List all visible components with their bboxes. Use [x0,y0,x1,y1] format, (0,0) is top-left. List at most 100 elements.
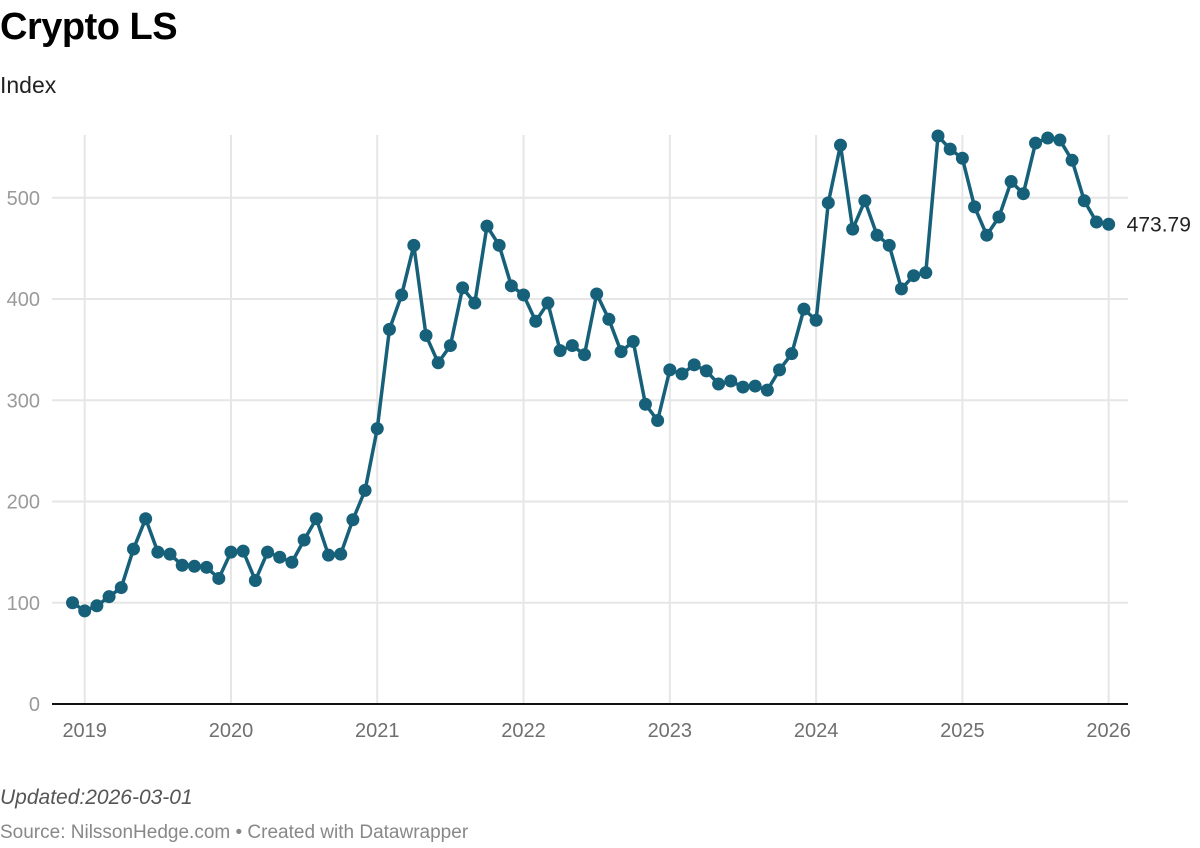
data-point [480,219,494,233]
data-point [955,151,969,165]
data-point [187,559,201,573]
data-point [224,545,238,559]
data-point [968,200,982,214]
data-point [443,339,457,353]
data-point [175,558,189,572]
source-note: Source: NilssonHedge.com • Created with … [0,822,469,843]
data-point [773,363,787,377]
data-point [456,281,470,295]
data-point [236,544,250,558]
data-point [675,367,689,381]
data-point [992,210,1006,224]
data-point [261,545,275,559]
data-point [431,356,445,370]
data-point [699,364,713,378]
data-point [273,550,287,564]
data-point [468,296,482,310]
y-tick-label: 500 [7,188,40,210]
data-point [821,196,835,210]
data-point [590,287,604,301]
data-point [163,547,177,561]
data-point [151,545,165,559]
data-point [334,547,348,561]
data-point [114,581,128,595]
data-point [248,573,262,587]
data-point [78,604,92,618]
data-point [724,374,738,388]
gridlines [52,135,1128,704]
data-point [1077,194,1091,208]
data-point [1065,153,1079,167]
data-point [797,302,811,316]
data-point [553,344,567,358]
data-point [663,363,677,377]
data-point [894,282,908,296]
data-point [358,483,372,497]
chart-subtitle: Index [0,72,57,98]
x-tick-label: 2020 [209,720,254,742]
data-point [517,288,531,302]
data-point [212,571,226,585]
data-point [492,238,506,252]
data-point [370,422,384,436]
data-point [102,590,116,604]
data-point [833,138,847,152]
data-point [346,513,360,527]
data-point [285,555,299,569]
data-point [748,379,762,393]
data-point [419,328,433,342]
data-point [126,542,140,556]
data-point [931,129,945,143]
data-point [1016,187,1030,201]
data-point [736,380,750,394]
data-point [382,322,396,336]
data-point [846,222,860,236]
data-point [297,533,311,547]
x-tick-label: 2019 [62,720,107,742]
x-tick-label: 2023 [648,720,693,742]
data-point [809,313,823,327]
data-point [1102,217,1116,231]
data-point [1041,131,1055,145]
x-axis-ticks: 2019 2020 2021 2022 2023 2024 2025 2026 [62,720,1130,742]
data-point [870,228,884,242]
y-tick-label: 400 [7,289,40,311]
data-point [626,335,640,349]
x-tick-label: 2021 [355,720,400,742]
series-line [71,134,1109,613]
data-point [980,228,994,242]
data-point [1004,175,1018,189]
x-tick-label: 2022 [501,720,546,742]
y-tick-label: 100 [7,593,40,615]
data-point [907,269,921,283]
data-point [712,377,726,391]
data-point [882,238,896,252]
x-tick-label: 2024 [794,720,839,742]
y-tick-label: 0 [29,694,40,716]
data-point [651,414,665,427]
data-point [638,397,652,411]
data-point [919,266,933,280]
end-value-label: 473.79 [1127,213,1191,236]
chart-title: Crypto LS [0,6,178,48]
data-point [1089,215,1103,229]
data-point [943,142,957,156]
data-point [1053,133,1067,147]
data-point [322,548,335,562]
data-point [504,279,518,293]
x-tick-label: 2026 [1086,720,1131,742]
data-point [529,314,543,328]
data-point-markers [66,129,1116,618]
data-point [785,347,799,361]
data-point [614,345,628,359]
data-point [90,599,104,613]
data-point [395,288,409,302]
data-point [1029,136,1043,150]
data-point [565,339,579,353]
x-tick-label: 2025 [940,720,985,742]
updated-note: Updated:2026-03-01 [0,786,193,809]
y-tick-label: 200 [7,492,40,514]
data-point [858,194,872,208]
y-axis-ticks: 0 100 200 300 400 500 [7,188,40,716]
